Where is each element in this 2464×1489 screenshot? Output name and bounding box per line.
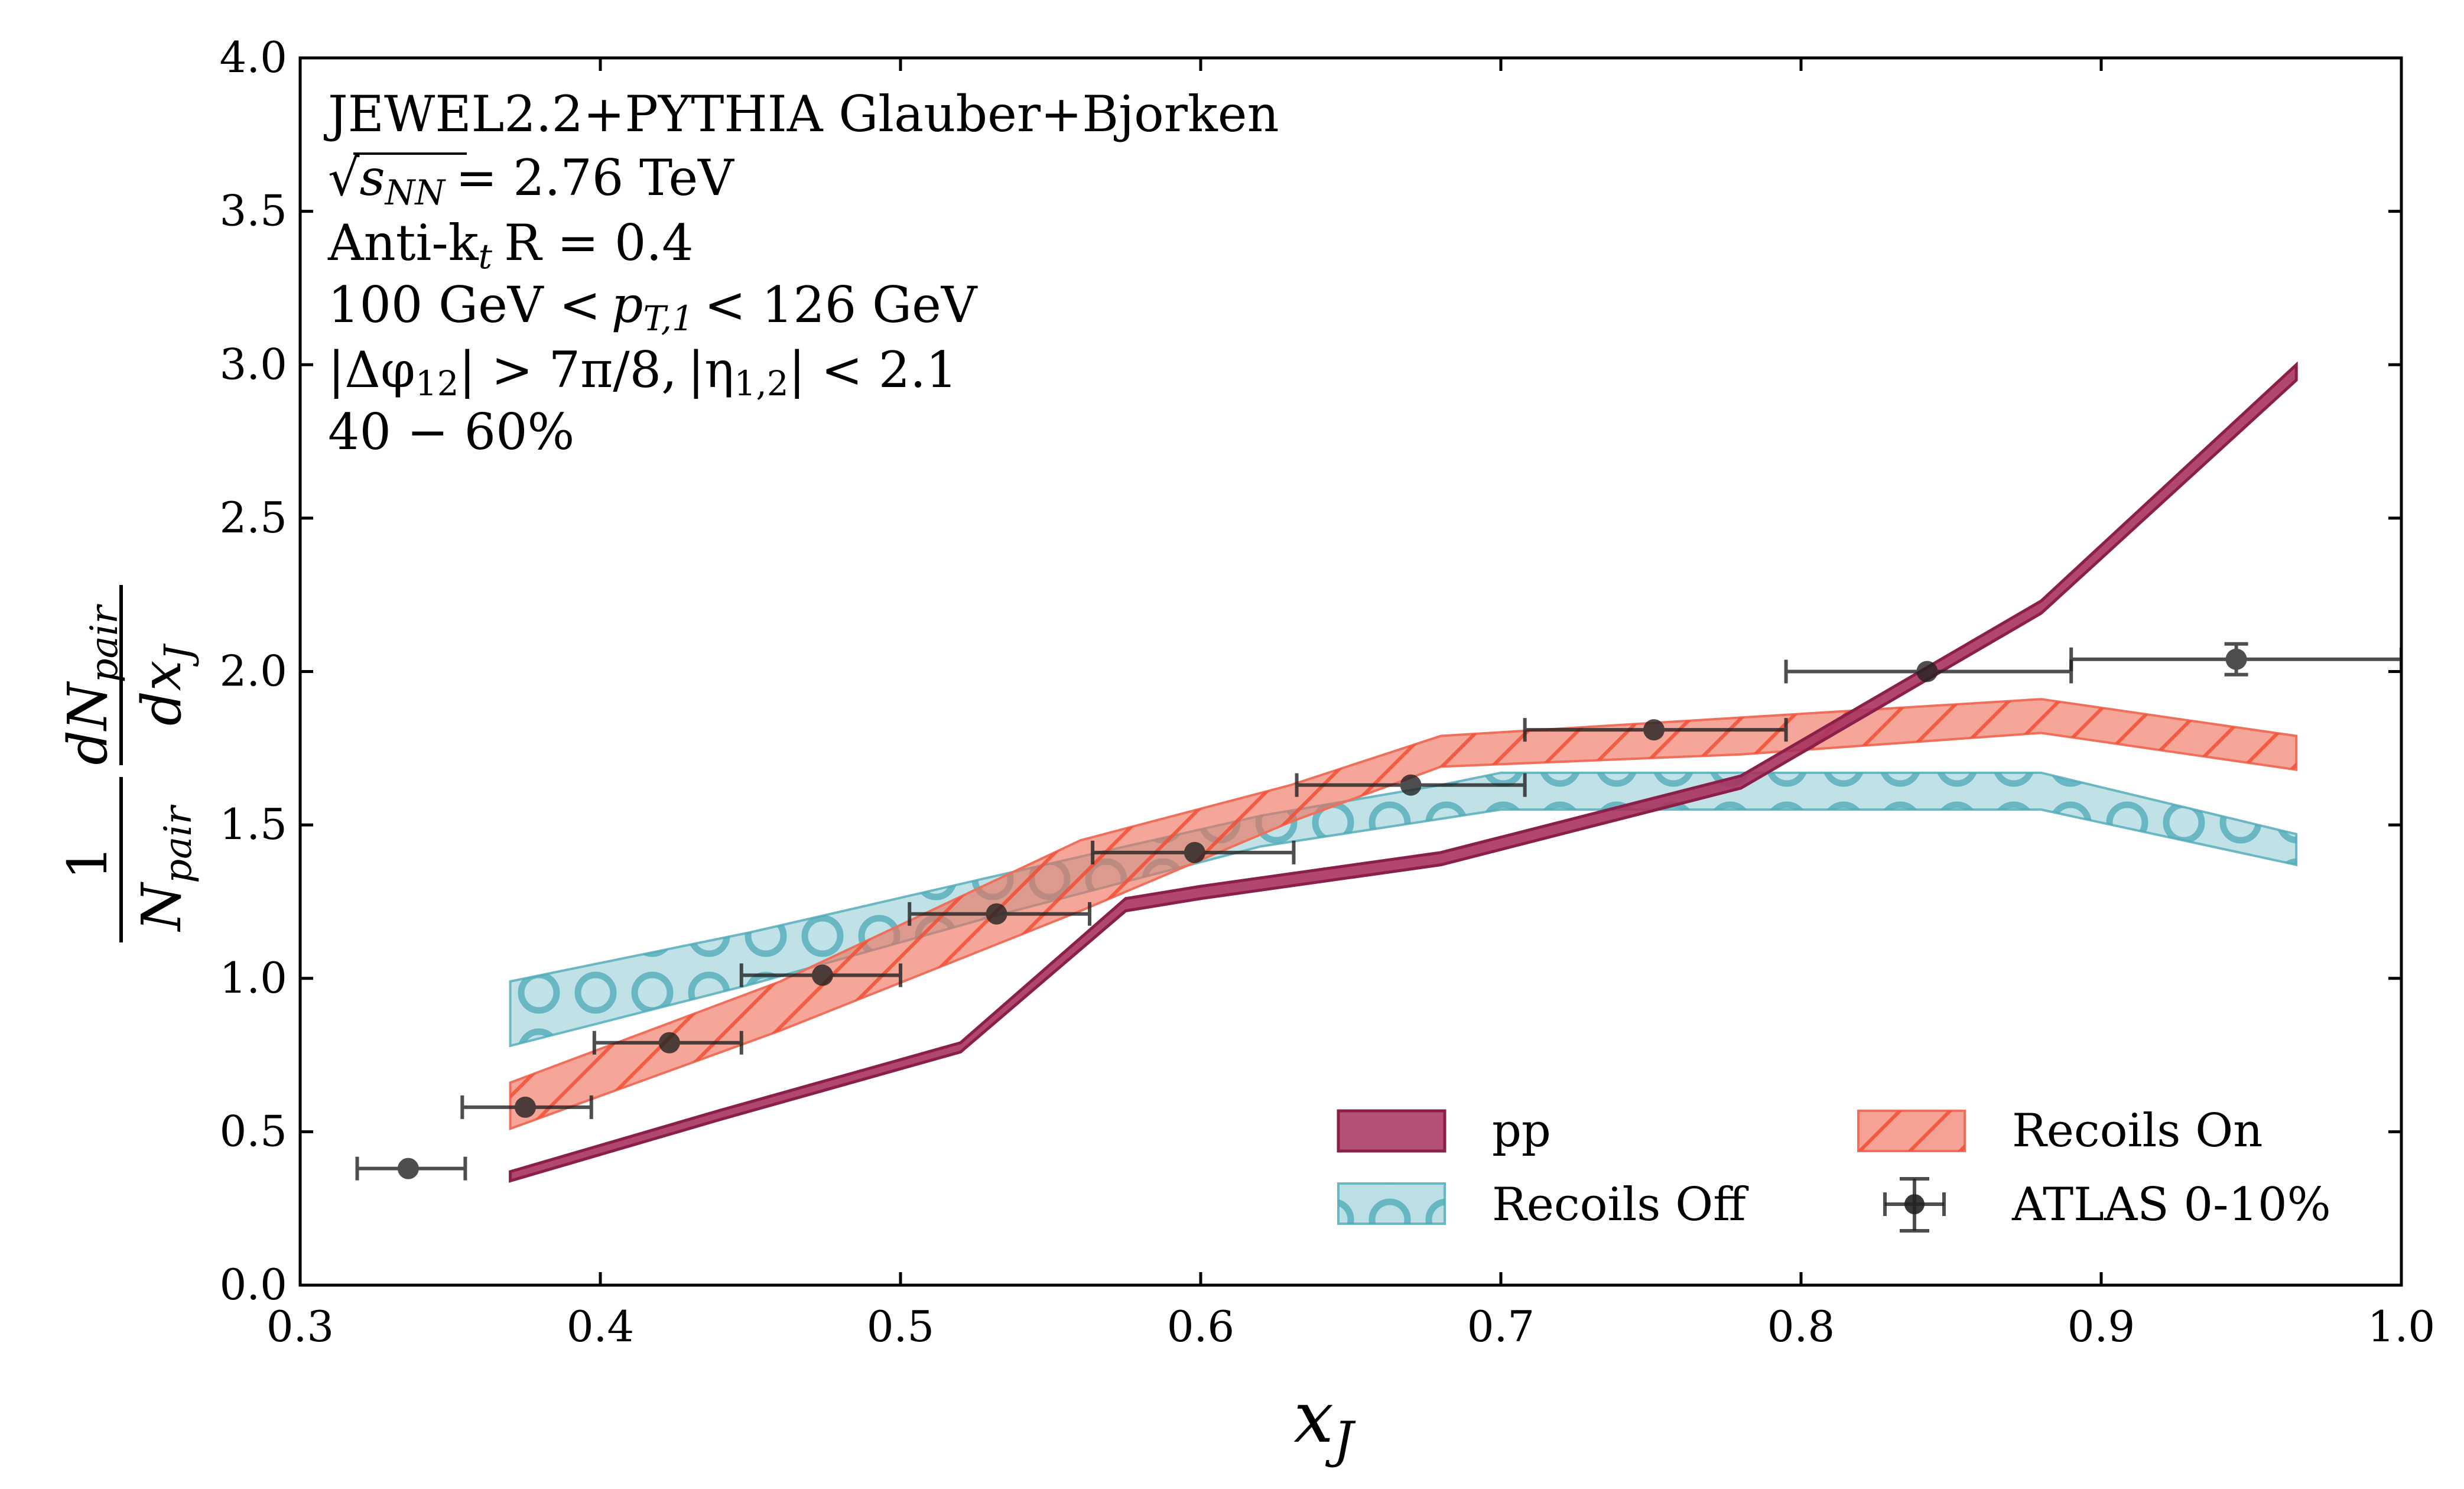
legend-label-recoils-on: Recoils On xyxy=(2012,1104,2263,1158)
x-tick-label: 0.5 xyxy=(867,1302,935,1351)
atlas-point xyxy=(355,1156,467,1181)
annotation-sqrt-s: √s xyxy=(328,149,385,207)
legend-label-atlas: ATLAS 0-10% xyxy=(2011,1178,2331,1231)
x-tick-label: 0.9 xyxy=(2068,1302,2135,1351)
annotation-block: JEWEL2.2+PYTHIA Glauber+Bjorken √sNN = 2.… xyxy=(323,85,1279,461)
x-tick-label: 0.8 xyxy=(1767,1302,1835,1351)
annotation-dphi: |Δφ xyxy=(328,341,415,399)
annotation-pt-low: 100 GeV < xyxy=(328,276,601,334)
atlas-point xyxy=(908,902,1092,926)
atlas-point xyxy=(592,1030,743,1055)
y-label-dn: dNpair xyxy=(56,604,126,765)
x-tick-label: 1.0 xyxy=(2368,1302,2436,1351)
annotation-line-1: JEWEL2.2+PYTHIA Glauber+Bjorken xyxy=(323,85,1279,143)
annotation-pt-high: < 126 GeV xyxy=(704,276,978,334)
y-label-npair-main: N xyxy=(130,881,193,932)
annotation-line-2: √sNN = 2.76 TeV xyxy=(328,149,734,213)
x-tick-label: 0.4 xyxy=(567,1302,635,1351)
annotation-eta: |η xyxy=(688,341,734,399)
annotation-sqrt-s-sub: NN xyxy=(384,173,447,213)
annotation-energy: = 2.76 TeV xyxy=(456,149,734,207)
atlas-point xyxy=(460,1095,593,1119)
annotation-dphi-sub: 12 xyxy=(415,363,459,404)
atlas-point xyxy=(2069,642,2401,677)
annotation-antikt-sub: t xyxy=(479,236,493,277)
annotation-dphi-cut: | > 7π/8, xyxy=(459,341,677,399)
legend-label-pp: pp xyxy=(1492,1104,1551,1158)
annotation-radius: R = 0.4 xyxy=(504,214,694,272)
legend-hatch-recoils-on xyxy=(1858,1111,1965,1151)
annotation-line-3: Anti-kt R = 0.4 xyxy=(327,214,694,277)
x-tick-label: 0.7 xyxy=(1467,1302,1535,1351)
y-tick-label: 2.5 xyxy=(219,493,287,542)
annotation-line-6: 40 − 60% xyxy=(328,403,574,461)
band-recoils-on-pattern xyxy=(510,699,2297,1129)
atlas-point xyxy=(1523,718,1788,742)
legend-swatch-pp xyxy=(1337,1109,1446,1153)
atlas-point xyxy=(1295,773,1527,797)
annotation-line-4: 100 GeV < pT,1 < 126 GeV xyxy=(328,276,978,339)
band-pp xyxy=(509,361,2298,1183)
band-recoils-off-pattern xyxy=(510,772,2297,1046)
x-axis-ticks: 0.3 0.4 0.5 0.6 0.7 0.8 0.9 1.0 xyxy=(266,58,2436,1351)
y-tick-label: 1.0 xyxy=(219,953,287,1003)
y-label-dx-main: dx xyxy=(130,660,193,726)
atlas-point xyxy=(1784,659,2073,684)
y-tick-label: 4.0 xyxy=(219,32,287,82)
annotation-pt: p xyxy=(612,276,643,334)
y-tick-label: 0.5 xyxy=(219,1106,287,1156)
legend: pp Recoils On Recoils Off ATLAS 0-10% xyxy=(1337,1104,2331,1233)
y-tick-label: 3.0 xyxy=(219,339,287,389)
y-axis-ticks: 0.0 0.5 1.0 1.5 2.0 2.5 3.0 3.5 4.0 xyxy=(219,32,2401,1309)
y-tick-label: 2.0 xyxy=(219,646,287,696)
annotation-antikt: Anti-k xyxy=(327,214,479,272)
y-label-dx: dxJ xyxy=(130,643,200,726)
y-label-one: 1 xyxy=(56,846,119,880)
y-axis-label: 1 Npair dNpair dxJ xyxy=(56,585,200,942)
y-label-npair: Npair xyxy=(130,804,200,932)
x-tick-label: 0.6 xyxy=(1167,1302,1235,1351)
y-tick-label: 0.0 xyxy=(219,1260,287,1309)
y-tick-label: 3.5 xyxy=(219,186,287,236)
legend-swatch-atlas xyxy=(1883,1177,1946,1233)
legend-label-recoils-off: Recoils Off xyxy=(1492,1178,1749,1231)
x-axis-label-main: x xyxy=(1293,1377,1334,1459)
y-label-npair-sub: pair xyxy=(157,804,200,883)
annotation-eta-cut: | < 2.1 xyxy=(789,341,958,399)
x-axis-label: xJ xyxy=(1293,1377,1356,1469)
y-label-dn-main: dN xyxy=(56,681,119,765)
annotation-eta-sub: 1,2 xyxy=(734,363,788,404)
y-label-dn-sub: pair xyxy=(83,604,126,683)
plot-area xyxy=(355,361,2401,1183)
annotation-pt-sub: T,1 xyxy=(643,298,694,339)
annotation-line-5: |Δφ12| > 7π/8, |η1,2| < 2.1 xyxy=(328,341,957,404)
atlas-point xyxy=(1091,840,1296,864)
x-tick-label: 0.3 xyxy=(266,1302,334,1351)
atlas-point xyxy=(739,963,902,987)
legend-circles-recoils-off xyxy=(1338,1184,1445,1224)
y-tick-label: 1.5 xyxy=(219,799,287,849)
